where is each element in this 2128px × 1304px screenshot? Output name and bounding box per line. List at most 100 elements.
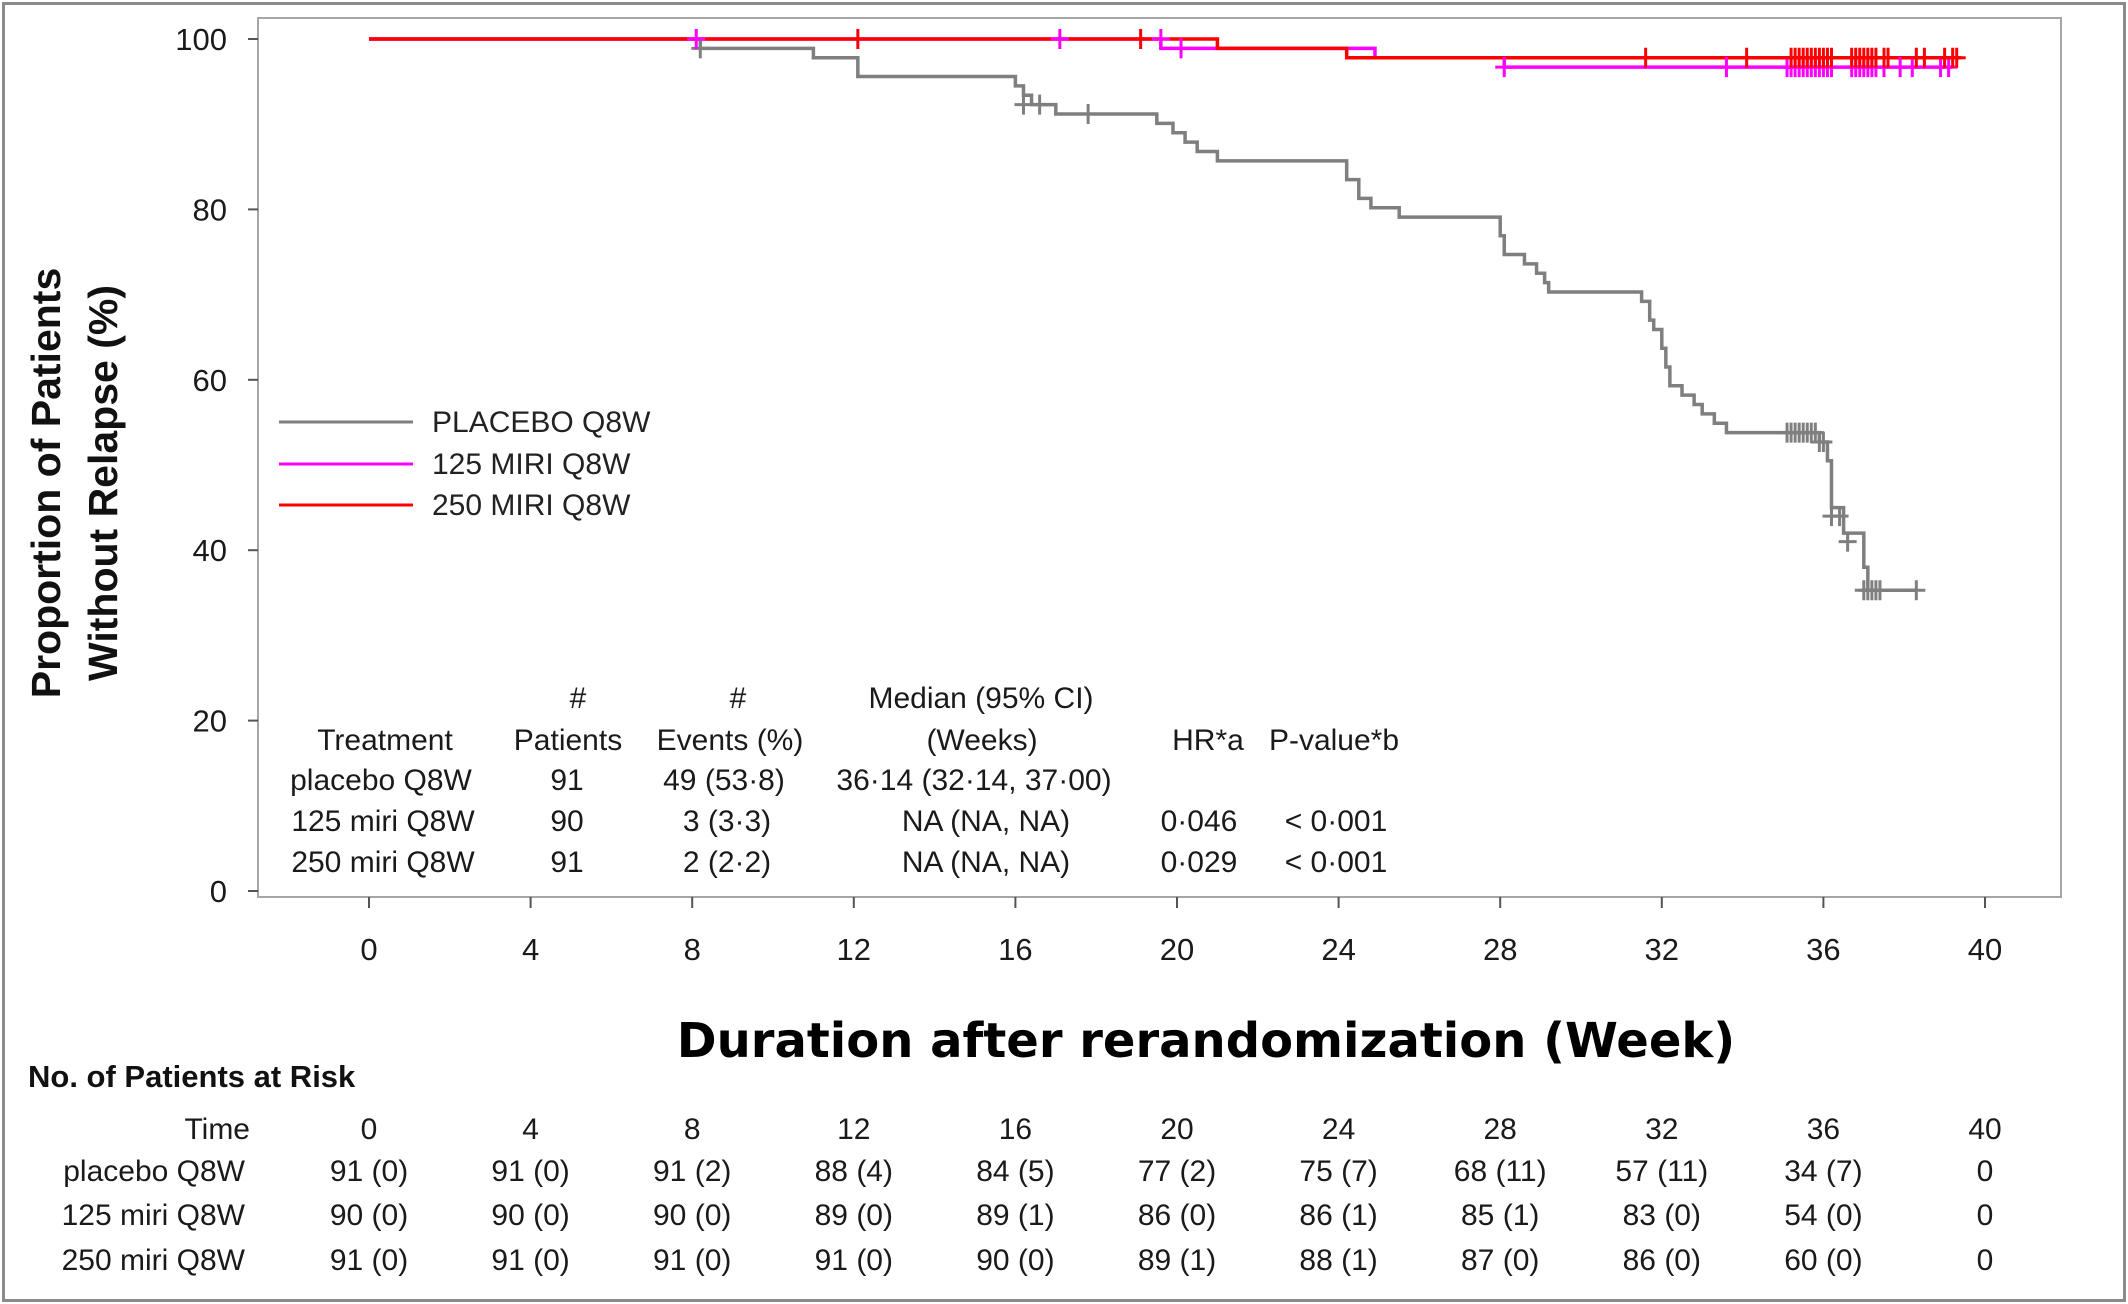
risk-time-label: Time — [184, 1113, 250, 1146]
x-tick-label-36: 36 — [1806, 932, 1840, 967]
y-tick-label-40: 40 — [193, 533, 227, 568]
risk-cell: 91 (0) — [653, 1244, 731, 1277]
summary-row-placebo-events: 49 (53·8) — [663, 764, 785, 797]
x-tick-label-0: 0 — [360, 932, 377, 967]
summary-row-250-events: 2 (2·2) — [683, 846, 771, 879]
x-axis: 0 4 8 12 16 20 24 28 32 36 40 — [360, 897, 2002, 967]
risk-cell: 91 (0) — [330, 1155, 408, 1188]
censor-mark-miri-250 — [1915, 47, 1934, 68]
risk-cell: 88 (4) — [815, 1155, 893, 1188]
x-tick-label-16: 16 — [998, 932, 1032, 967]
curve-miri-250 — [369, 37, 1961, 60]
risk-time-16: 16 — [999, 1113, 1032, 1146]
summary-row-placebo-median: 36·14 (32·14, 37·00) — [836, 764, 1111, 797]
risk-cell: 0 — [1977, 1244, 1994, 1277]
x-tick-label-40: 40 — [1968, 932, 2002, 967]
risk-cell: 85 (1) — [1461, 1199, 1539, 1232]
curve-placebo — [369, 37, 1917, 592]
risk-time-24: 24 — [1322, 1113, 1355, 1146]
risk-cell: 86 (1) — [1299, 1199, 1377, 1232]
risk-cell: 57 (11) — [1615, 1155, 1708, 1188]
summary-header-events-hash: # — [730, 682, 747, 715]
risk-cell: 91 (0) — [815, 1244, 893, 1277]
censor-mark-placebo — [1030, 94, 1049, 115]
risk-time-20: 20 — [1160, 1113, 1193, 1146]
censor-mark-placebo — [1806, 422, 1825, 443]
y-axis-title-line1: Proportion of Patients — [23, 268, 69, 699]
x-tick-label-8: 8 — [684, 932, 701, 967]
risk-cell: 84 (5) — [976, 1155, 1054, 1188]
legend: PLACEBO Q8W 125 MIRI Q8W 250 MIRI Q8W — [279, 406, 651, 522]
summary-row-125-pvalue: < 0·001 — [1285, 805, 1388, 838]
censor-mark-miri-250 — [848, 29, 867, 49]
risk-cell: 86 (0) — [1623, 1244, 1701, 1277]
censor-mark-miri-125 — [1939, 57, 1958, 78]
risk-cell: 89 (0) — [815, 1199, 893, 1232]
summary-row-250-treatment: 250 miri Q8W — [291, 846, 475, 879]
risk-time-36: 36 — [1807, 1113, 1840, 1146]
risk-cell: 60 (0) — [1784, 1244, 1862, 1277]
y-tick-label-100: 100 — [175, 22, 227, 57]
censor-mark-placebo — [1870, 580, 1889, 601]
risk-cell: 91 (0) — [330, 1244, 408, 1277]
y-tick-label-20: 20 — [193, 704, 227, 739]
legend-label-250: 250 MIRI Q8W — [432, 489, 631, 522]
risk-time-0: 0 — [361, 1113, 378, 1146]
risk-cell: 90 (0) — [653, 1199, 731, 1232]
risk-cell: 86 (0) — [1138, 1199, 1216, 1232]
summary-row-250-median: NA (NA, NA) — [902, 846, 1070, 879]
summary-row-125-hr: 0·046 — [1161, 805, 1238, 838]
y-tick-label-0: 0 — [210, 874, 227, 909]
summary-row-placebo-patients: 91 — [550, 764, 583, 797]
censor-mark-miri-250 — [1947, 47, 1966, 68]
y-axis: 0 20 40 60 80 100 — [175, 22, 258, 909]
x-tick-label-12: 12 — [837, 932, 871, 967]
risk-cell: 75 (7) — [1299, 1155, 1377, 1188]
y-axis-title-line2: Without Relapse (%) — [80, 285, 126, 681]
censor-mark-miri-125 — [1172, 38, 1191, 59]
summary-row-250-pvalue: < 0·001 — [1285, 846, 1388, 879]
censor-mark-placebo — [1907, 580, 1926, 601]
risk-cell: 0 — [1977, 1155, 1994, 1188]
censor-mark-miri-250 — [1822, 47, 1841, 68]
risk-cell: 89 (1) — [976, 1199, 1054, 1232]
risk-cell: 90 (0) — [491, 1199, 569, 1232]
x-tick-label-24: 24 — [1321, 932, 1355, 967]
summary-row-125-patients: 90 — [550, 805, 583, 838]
risk-time-32: 32 — [1645, 1113, 1678, 1146]
risk-time-4: 4 — [522, 1113, 539, 1146]
censor-mark-placebo — [691, 38, 710, 59]
risk-cell: 91 (0) — [491, 1155, 569, 1188]
summary-table: # # Median (95% CI) Treatment Patients E… — [290, 682, 1399, 879]
risk-time-28: 28 — [1484, 1113, 1517, 1146]
summary-row-125-treatment: 125 miri Q8W — [291, 805, 475, 838]
x-tick-label-28: 28 — [1483, 932, 1517, 967]
censor-mark-placebo — [1814, 431, 1833, 452]
risk-cell: 91 (2) — [653, 1155, 731, 1188]
censor-mark-placebo — [1830, 506, 1849, 527]
summary-row-125-events: 3 (3·3) — [683, 805, 771, 838]
risk-time-12: 12 — [837, 1113, 870, 1146]
plot-area-border — [257, 17, 2062, 898]
risk-cell: 34 (7) — [1784, 1155, 1862, 1188]
censor-mark-miri-250 — [1879, 47, 1898, 68]
censor-mark-miri-250 — [1737, 47, 1756, 68]
summary-header-treatment: Treatment — [317, 724, 453, 757]
censor-mark-placebo — [1838, 531, 1857, 552]
risk-cell: 90 (0) — [330, 1199, 408, 1232]
risk-cell: 54 (0) — [1784, 1199, 1862, 1232]
censor-mark-miri-125 — [1717, 57, 1736, 78]
summary-header-patients-hash: # — [570, 682, 587, 715]
summary-header-weeks: (Weeks) — [926, 724, 1037, 757]
risk-row-label: placebo Q8W — [63, 1155, 245, 1188]
censor-marks — [687, 29, 1966, 601]
y-tick-label-80: 80 — [193, 192, 227, 227]
risk-cell: 90 (0) — [976, 1244, 1054, 1277]
risk-cell: 0 — [1977, 1199, 1994, 1232]
censor-mark-miri-125 — [687, 29, 706, 49]
x-tick-label-20: 20 — [1160, 932, 1194, 967]
legend-label-125: 125 MIRI Q8W — [432, 448, 631, 481]
censor-mark-placebo — [1079, 103, 1098, 124]
